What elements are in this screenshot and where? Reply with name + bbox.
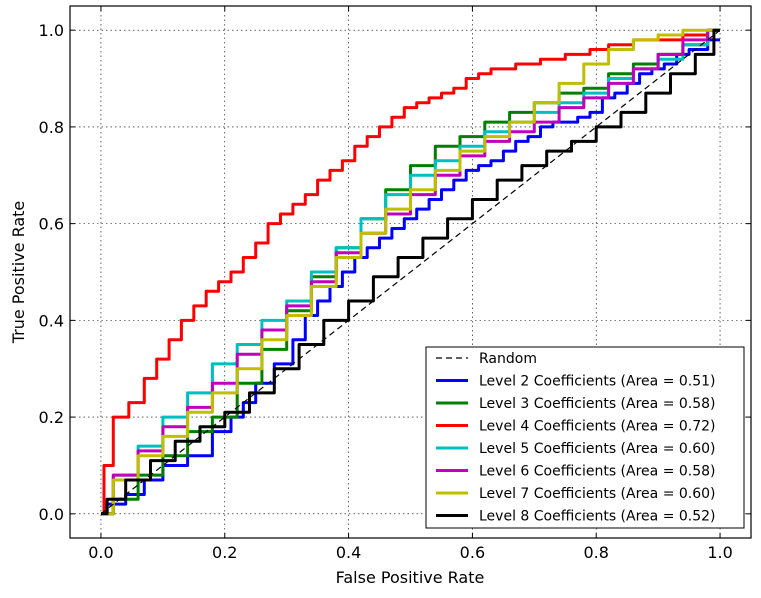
legend-box: [425, 346, 745, 529]
y-tick-label: 0.4: [39, 311, 64, 330]
legend: Random Level 2 Coefficients (Area = 0.51)…: [425, 346, 745, 529]
legend-label-4: Level 5 Coefficients (Area = 0.60): [479, 441, 716, 457]
legend-label-6: Level 7 Coefficients (Area = 0.60): [479, 486, 716, 502]
x-tick-label: 0.0: [88, 543, 113, 562]
y-axis-title: True Positive Rate: [9, 201, 28, 345]
x-tick-label: 0.2: [212, 543, 237, 562]
series-line-7: [101, 28, 720, 516]
x-tick-label: 0.4: [336, 543, 361, 562]
x-tick-label: 1.0: [707, 543, 732, 562]
series-line-1: [101, 38, 720, 516]
x-tick-label: 0.8: [584, 543, 609, 562]
x-tick-label: 0.6: [460, 543, 485, 562]
series-line-0: [100, 29, 721, 515]
series-layer: [100, 28, 721, 516]
legend-label-0: Random: [479, 351, 537, 367]
legend-label-3: Level 4 Coefficients (Area = 0.72): [479, 419, 716, 435]
x-axis-title: False Positive Rate: [336, 568, 485, 587]
y-tick-label: 0.6: [39, 215, 64, 234]
plot-frame: [69, 5, 752, 539]
y-tick-label: 0.2: [39, 408, 64, 427]
y-tick-label: 0.0: [39, 505, 64, 524]
legend-label-1: Level 2 Coefficients (Area = 0.51): [479, 374, 716, 390]
legend-label-7: Level 8 Coefficients (Area = 0.52): [479, 509, 716, 525]
legend-label-2: Level 3 Coefficients (Area = 0.58): [479, 396, 716, 412]
series-line-4: [101, 28, 720, 516]
series-line-6: [101, 28, 720, 516]
y-tick-label: 0.8: [39, 118, 64, 137]
series-line-3: [101, 28, 720, 516]
y-tick-label: 1.0: [39, 21, 64, 40]
tick-layer: 0.0 0.2 0.4 0.6 0.8 1.0 0.0 0.2 0.4 0.6 0.8 1.0: [39, 6, 751, 562]
legend-label-5: Level 6 Coefficients (Area = 0.58): [479, 464, 716, 480]
